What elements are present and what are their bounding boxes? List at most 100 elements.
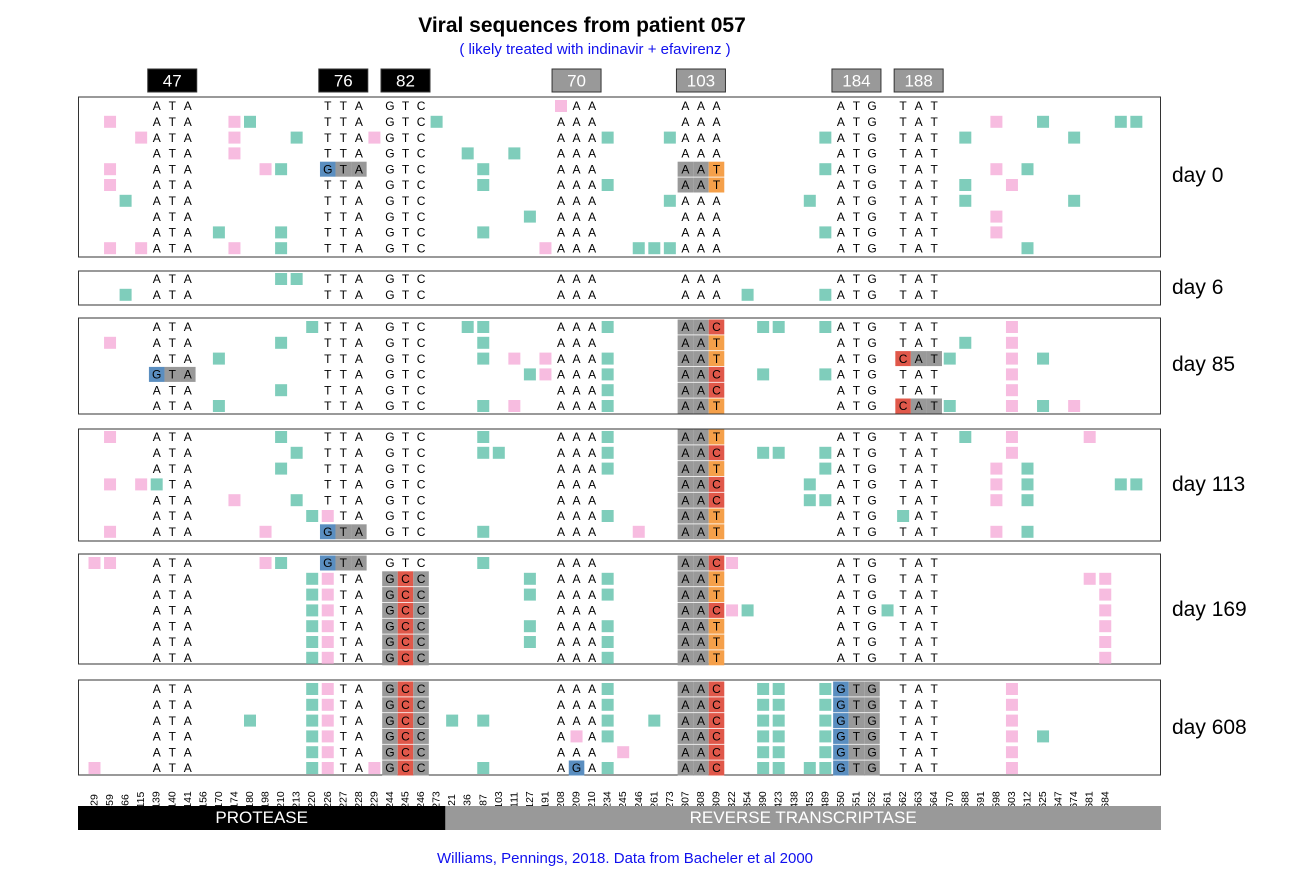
nonsynonymous-mark: [819, 321, 832, 333]
nucleotide: A: [837, 446, 845, 460]
mutation-cell: [335, 161, 352, 177]
nonsynonymous-mark: [212, 352, 225, 365]
nucleotide: C: [712, 714, 721, 728]
mutation-cell: [693, 398, 709, 414]
nucleotide: T: [402, 226, 410, 240]
nucleotide: A: [557, 698, 565, 712]
nucleotide: A: [355, 115, 363, 129]
synonymous-mark: [1005, 683, 1018, 695]
nonsynonymous-mark: [959, 179, 972, 191]
nucleotide: A: [697, 745, 705, 759]
mutation-cell: [708, 366, 725, 382]
position-label: 139: [151, 791, 163, 809]
nonsynonymous-mark: [757, 730, 770, 743]
nonsynonymous-mark: [477, 226, 490, 239]
nucleotide: C: [417, 399, 426, 413]
nucleotide: G: [385, 210, 394, 224]
nucleotide: A: [184, 368, 192, 382]
nucleotide: T: [853, 147, 861, 161]
nucleotide: T: [402, 336, 410, 350]
nucleotide: T: [853, 619, 861, 633]
synonymous-mark: [321, 762, 334, 774]
nucleotide: T: [899, 588, 907, 602]
nonsynonymous-mark: [803, 494, 816, 507]
nucleotide: A: [681, 383, 689, 397]
nucleotide: T: [324, 210, 332, 224]
mutation-cell: [864, 760, 880, 776]
mutation-cell: [397, 602, 414, 618]
nucleotide: A: [355, 430, 363, 444]
nucleotide: A: [355, 745, 363, 759]
nucleotide: A: [573, 115, 581, 129]
nucleotide: A: [837, 383, 845, 397]
nonsynonymous-mark: [275, 384, 288, 397]
nucleotide: A: [573, 131, 581, 145]
nucleotide: A: [184, 131, 192, 145]
nucleotide: A: [355, 572, 363, 586]
nucleotide: T: [169, 698, 177, 712]
nucleotide: A: [712, 288, 720, 302]
nucleotide: G: [323, 162, 332, 176]
position-label: 261: [648, 791, 660, 809]
nucleotide: T: [340, 478, 348, 492]
nucleotide: G: [152, 368, 161, 382]
panel-day-169: [78, 553, 1161, 665]
position-label: 234: [602, 791, 614, 809]
position-label: 174: [228, 791, 240, 809]
nucleotide: C: [417, 588, 426, 602]
position-label: 647: [1053, 791, 1065, 809]
mutation-cell: [848, 681, 865, 697]
nucleotide: C: [417, 493, 426, 507]
nucleotide: A: [837, 99, 845, 113]
nucleotide: A: [153, 572, 161, 586]
mutation-cell: [413, 697, 429, 713]
nonsynonymous-mark: [741, 288, 754, 301]
nucleotide: T: [931, 352, 939, 366]
mutation-cell: [397, 744, 414, 760]
nucleotide: T: [340, 272, 348, 286]
nucleotide: G: [836, 745, 845, 759]
nucleotide: T: [931, 635, 939, 649]
nucleotide: A: [712, 241, 720, 255]
synonymous-mark: [1099, 651, 1112, 664]
mutation-cell: [677, 728, 694, 744]
nucleotide: A: [557, 368, 565, 382]
mutation-cell: [413, 744, 429, 760]
nucleotide: A: [184, 178, 192, 192]
nucleotide: G: [385, 682, 394, 696]
synonymous-mark: [1005, 746, 1018, 759]
nonsynonymous-mark: [492, 446, 505, 459]
nucleotide: T: [931, 761, 939, 775]
nucleotide: A: [588, 619, 596, 633]
nucleotide: A: [681, 462, 689, 476]
mutation-cell: [708, 602, 725, 618]
nucleotide: T: [169, 226, 177, 240]
day-label-day-0: day 0: [1172, 164, 1223, 187]
nucleotide: A: [573, 682, 581, 696]
nucleotide: A: [355, 383, 363, 397]
position-label: 213: [291, 791, 303, 809]
position-label: 453: [804, 791, 816, 809]
nucleotide: T: [899, 635, 907, 649]
mutation-cell: [693, 461, 709, 477]
nucleotide: A: [557, 430, 565, 444]
nucleotide: A: [588, 383, 596, 397]
mutation-cell: [848, 713, 865, 729]
nucleotide: G: [385, 115, 394, 129]
nucleotide: T: [853, 714, 861, 728]
nucleotide: A: [588, 635, 596, 649]
synonymous-mark: [135, 242, 148, 255]
mutation-cell: [708, 728, 725, 744]
mutation-cell: [693, 728, 709, 744]
nucleotide: A: [837, 493, 845, 507]
nucleotide: T: [169, 352, 177, 366]
nucleotide: T: [931, 478, 939, 492]
nucleotide: C: [417, 619, 426, 633]
nucleotide: A: [915, 730, 923, 744]
synonymous-mark: [1099, 636, 1112, 648]
mutation-cell: [148, 366, 165, 382]
nucleotide: A: [184, 698, 192, 712]
mutation-cell: [397, 634, 414, 650]
mutation-cell: [677, 161, 694, 177]
nucleotide: A: [573, 588, 581, 602]
